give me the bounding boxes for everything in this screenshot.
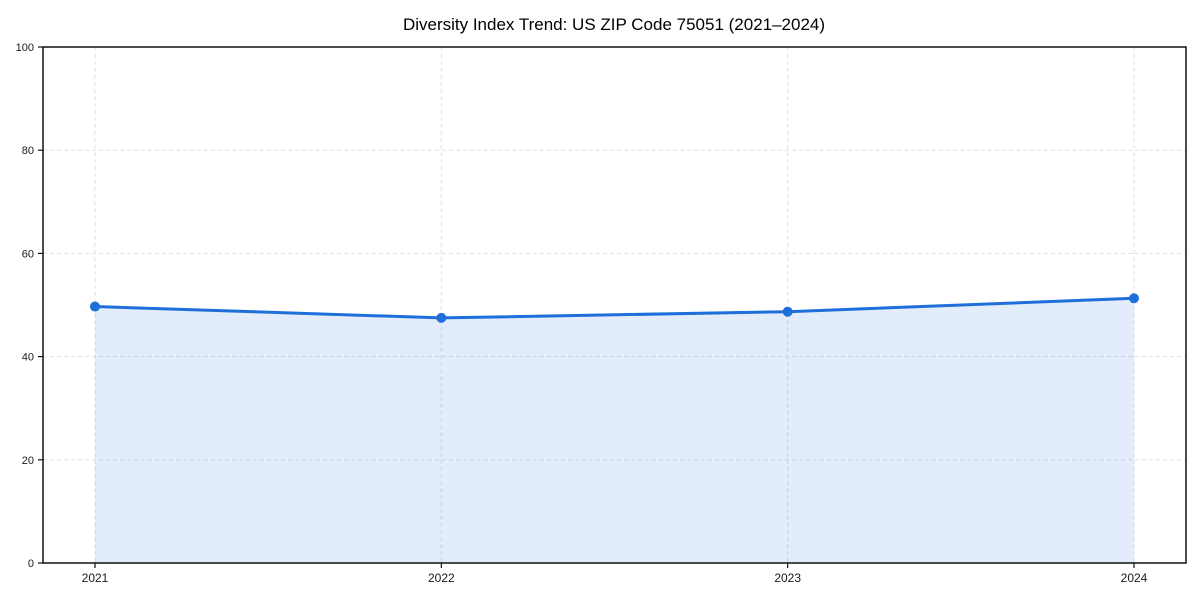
y-axis-tick-label: 0 — [28, 558, 34, 570]
y-axis-tick-label: 40 — [22, 352, 34, 364]
chart-title: Diversity Index Trend: US ZIP Code 75051… — [403, 15, 825, 34]
data-point-marker — [90, 301, 101, 312]
area-fill — [95, 298, 1134, 563]
x-axis-tick-label: 2022 — [428, 571, 455, 585]
y-axis-tick-label: 80 — [22, 145, 34, 157]
plot-area: 0 20 40 60 80 100 2021 2022 2023 2024 — [16, 42, 1187, 585]
y-axis-tick-label: 100 — [16, 42, 34, 54]
x-axis-tick-label: 2021 — [82, 571, 109, 585]
data-point-marker — [436, 312, 447, 323]
trend-line — [93, 296, 1136, 320]
x-axis-tick-label: 2024 — [1121, 571, 1148, 585]
data-point-marker — [1128, 293, 1139, 304]
plot-border — [42, 46, 1187, 564]
y-axis-tick-label: 60 — [22, 248, 34, 260]
y-axis-tick-label: 20 — [22, 455, 34, 467]
data-point-marker — [782, 306, 793, 317]
x-axis-tick-label: 2023 — [774, 571, 801, 585]
